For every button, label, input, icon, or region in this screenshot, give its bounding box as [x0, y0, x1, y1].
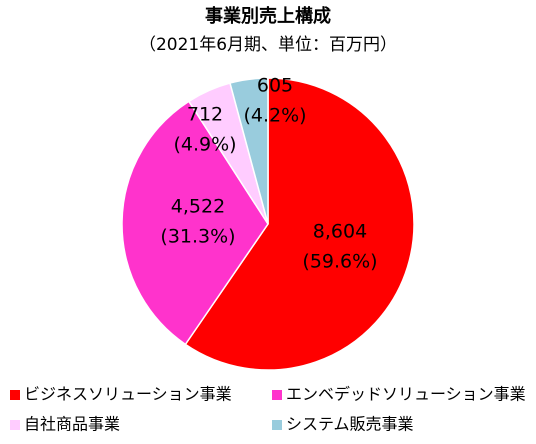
- legend-swatch: [10, 420, 20, 430]
- data-label: 605: [257, 75, 293, 97]
- legend-swatch: [272, 420, 282, 430]
- percent-label: (4.9%): [173, 134, 236, 156]
- chart-title: 事業別売上構成: [205, 5, 331, 27]
- pie-slice: [184, 77, 415, 371]
- legend-label: エンベデッドソリューション事業: [286, 385, 526, 404]
- legend-label: システム販売事業: [286, 415, 414, 434]
- legend-swatch: [10, 390, 20, 400]
- data-label: 712: [187, 104, 223, 126]
- legend-swatch: [272, 390, 282, 400]
- pie-slice: [121, 100, 269, 346]
- pie-slice: [229, 77, 269, 225]
- data-label: 8,604: [313, 221, 367, 243]
- chart-subtitle: （2021年6月期、単位：百万円）: [139, 35, 397, 55]
- legend-label: ビジネスソリューション事業: [24, 385, 232, 404]
- data-label: 4,522: [171, 196, 225, 218]
- percent-label: (31.3%): [160, 226, 235, 248]
- percent-label: (59.6%): [302, 251, 377, 273]
- percent-label: (4.2%): [243, 105, 306, 127]
- legend-label: 自社商品事業: [24, 415, 120, 434]
